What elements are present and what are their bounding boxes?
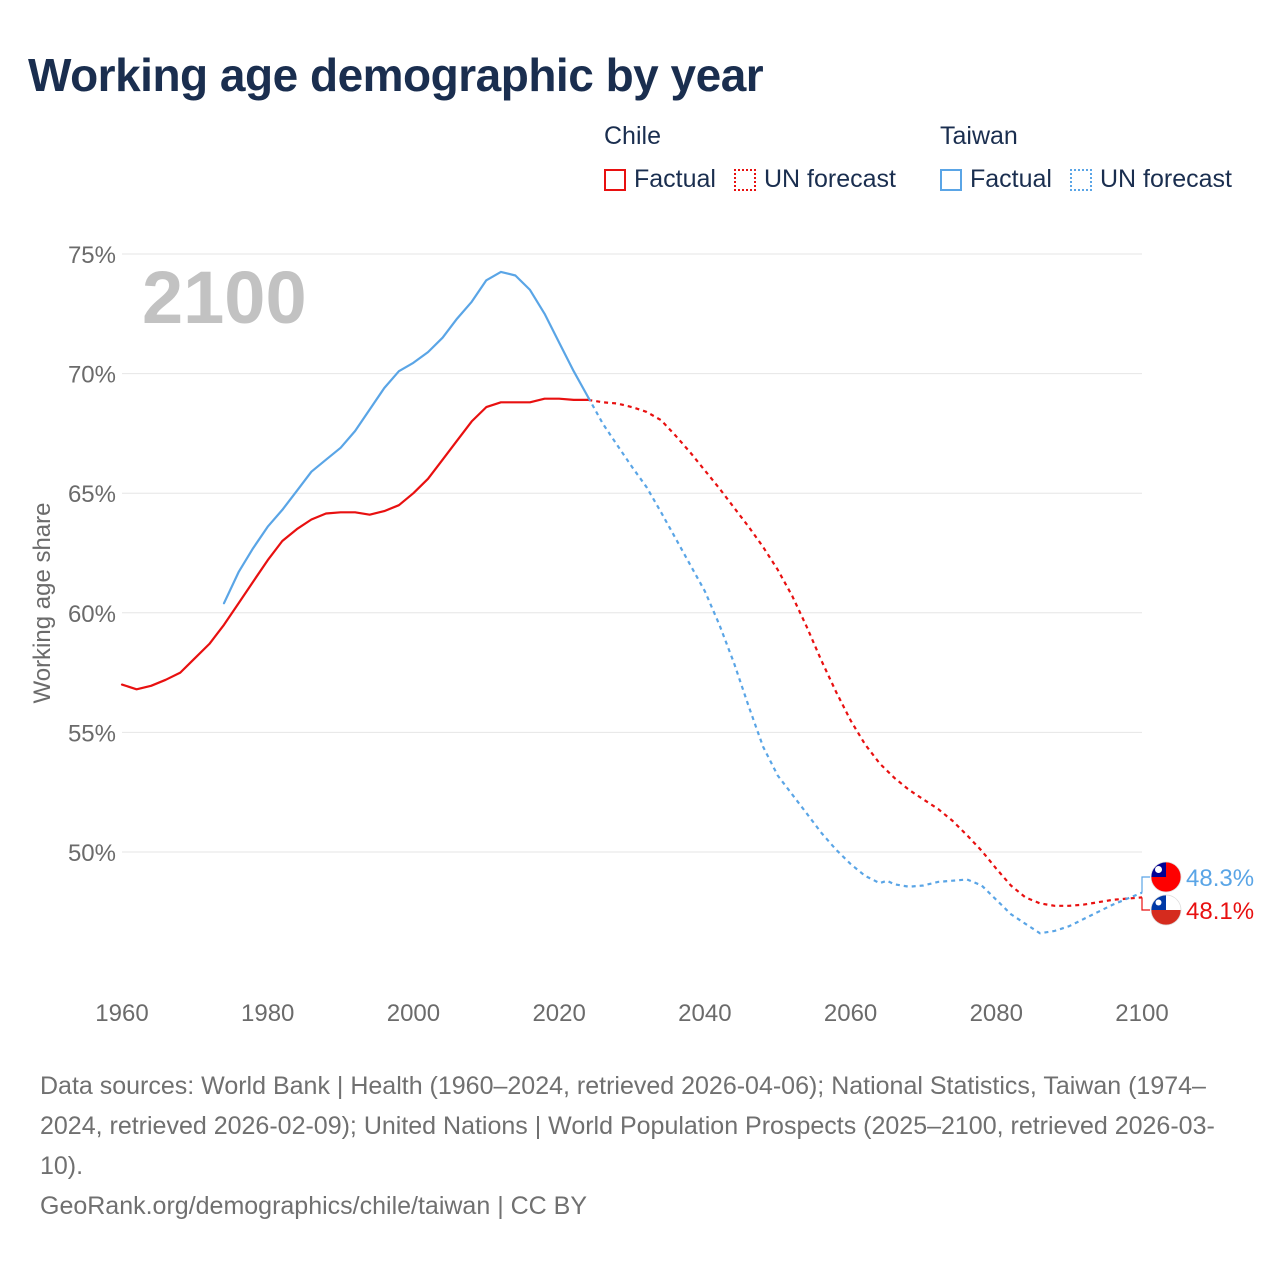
y-tick-label: 75% [68, 242, 116, 269]
x-tick-label: 1960 [95, 1000, 148, 1027]
legend-chile: Chile Factual UN forecast [604, 122, 914, 194]
legend-swatch-solid [940, 168, 962, 191]
legend-taiwan: Taiwan Factual UN forecast [940, 122, 1250, 194]
y-tick-label: 60% [68, 601, 116, 628]
legend-chile-title: Chile [604, 122, 661, 150]
y-tick-label: 70% [68, 362, 116, 389]
chile-forecast-line [588, 398, 1143, 907]
legend-swatch-dotted [1069, 168, 1092, 191]
legend-taiwan-forecast[interactable]: UN forecast [1069, 165, 1232, 194]
taiwan-factual-line [222, 270, 590, 605]
legend-chile-factual[interactable]: Factual [604, 165, 716, 194]
legend-label: UN forecast [1099, 165, 1232, 193]
y-tick-label: 65% [68, 481, 116, 508]
x-tick-label: 2040 [678, 1000, 731, 1027]
legend-chile-forecast[interactable]: UN forecast [733, 165, 896, 194]
end-label-connector [1141, 897, 1150, 911]
legend-label: Factual [634, 165, 716, 193]
x-tick-label: 2080 [970, 1000, 1023, 1027]
flag-outline [1150, 861, 1182, 893]
y-axis-label: Working age share [29, 503, 56, 704]
y-tick-label: 55% [68, 720, 116, 747]
footer: Data sources: World Bank | Health (1960–… [40, 1066, 1250, 1226]
legend-label: Factual [970, 165, 1052, 193]
y-tick-label: 50% [68, 840, 116, 867]
x-tick-label: 1980 [241, 1000, 294, 1027]
x-tick-label: 2060 [824, 1000, 877, 1027]
credit-link[interactable]: GeoRank.org/demographics/chile/taiwan | … [40, 1192, 588, 1220]
year-watermark: 2100 [142, 256, 307, 339]
x-tick-label: 2000 [387, 1000, 440, 1027]
legend-swatch-dotted [733, 168, 756, 191]
chile-end-value-label: 48.1% [1186, 898, 1254, 925]
legend-swatch-solid [604, 168, 626, 191]
flag-chile-star [1155, 899, 1162, 906]
legend-taiwan-factual[interactable]: Factual [940, 165, 1052, 194]
x-tick-label: 2020 [532, 1000, 585, 1027]
taiwan-forecast-line [587, 396, 1143, 935]
flag-outline [1150, 894, 1182, 926]
taiwan-end-value-label: 48.3% [1186, 865, 1254, 892]
flag-taiwan-sun [1155, 866, 1162, 873]
flag-chile-red [1151, 910, 1181, 925]
data-sources: Data sources: World Bank | Health (1960–… [40, 1072, 1215, 1180]
legend-taiwan-title: Taiwan [940, 122, 1018, 150]
line-chart: 50% 55% 60% 65% 70% 75% 1960 1980 2000 2020 2040 20… [29, 242, 1254, 1027]
chile-factual-line [120, 397, 590, 691]
x-tick-label: 2100 [1115, 1000, 1168, 1027]
chart-title: Working age demographic by year [28, 49, 764, 101]
end-label-connector [1141, 876, 1150, 893]
legend-label: UN forecast [763, 165, 896, 193]
